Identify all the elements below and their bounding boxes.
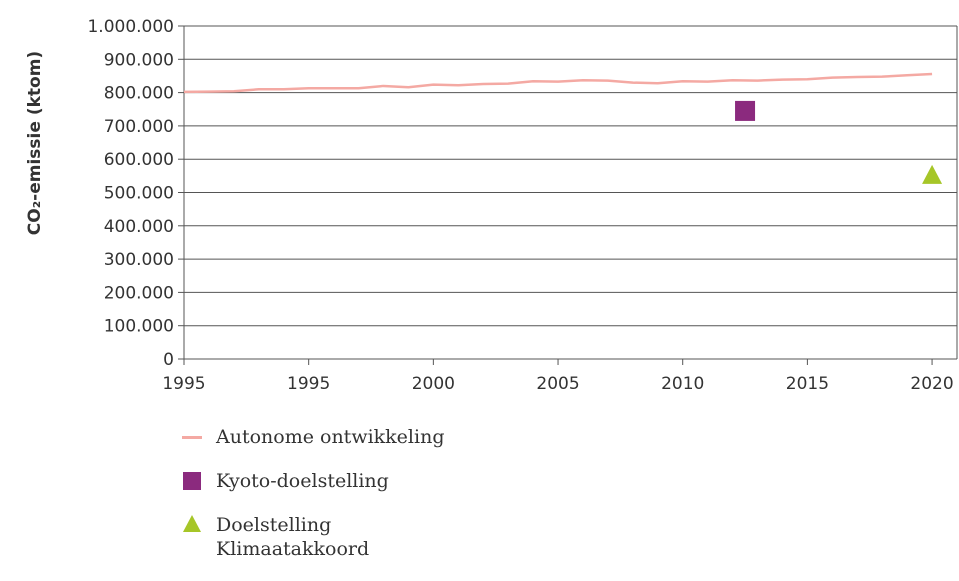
y-tick-label: 200.000 bbox=[104, 283, 174, 303]
kyoto-square-marker bbox=[735, 100, 756, 121]
x-tick-label: 2000 bbox=[412, 374, 455, 394]
x-tick-label: 2020 bbox=[910, 374, 953, 394]
y-tick-label: 0 bbox=[163, 350, 174, 370]
y-tick-label: 900.000 bbox=[104, 50, 174, 70]
legend-label-kyoto: Kyoto-doelstelling bbox=[216, 470, 389, 492]
gridlines bbox=[178, 25, 958, 365]
legend-item-klimaatakkoord: Doelstelling Klimaatakkoord bbox=[180, 513, 444, 561]
x-tick-labels: 1995 1995 2000 2005 2010 2015 2020 bbox=[162, 374, 953, 394]
legend-triangle-icon bbox=[183, 515, 201, 532]
klimaatakkoord-triangle-marker bbox=[922, 164, 943, 184]
legend-item-kyoto: Kyoto-doelstelling bbox=[180, 469, 444, 493]
legend-label-autonome: Autonome ontwikkeling bbox=[216, 426, 445, 448]
x-tick-label: 2015 bbox=[786, 374, 829, 394]
x-tick-label: 2010 bbox=[661, 374, 704, 394]
x-tick-label: 2005 bbox=[536, 374, 579, 394]
y-tick-label: 700.000 bbox=[104, 117, 174, 137]
legend-square-icon bbox=[183, 472, 201, 490]
y-tick-label: 800.000 bbox=[104, 84, 174, 104]
y-tick-label: 500.000 bbox=[104, 184, 174, 204]
y-tick-labels: 0 100.000 200.000 300.000 400.000 500.000 600.… bbox=[87, 17, 174, 370]
legend: Autonome ontwikkeling Kyoto-doelstelling… bbox=[180, 425, 444, 581]
legend-line-icon bbox=[182, 436, 202, 439]
y-tick-label: 100.000 bbox=[104, 317, 174, 337]
legend-label-klimaatakkoord: Doelstelling Klimaatakkoord bbox=[216, 514, 370, 560]
y-tick-label: 300.000 bbox=[104, 250, 174, 270]
series-layer bbox=[183, 72, 943, 184]
legend-item-autonome: Autonome ontwikkeling bbox=[180, 425, 444, 449]
series-line-autonome bbox=[183, 72, 933, 94]
chart-svg: 0 100.000 200.000 300.000 400.000 500.000 600.… bbox=[25, 17, 958, 394]
y-tick-label: 400.000 bbox=[104, 217, 174, 237]
y-tick-label: 600.000 bbox=[104, 150, 174, 170]
y-tick-label: 1.000.000 bbox=[87, 17, 174, 37]
y-axis-title: CO₂-emissie (ktom) bbox=[25, 51, 45, 235]
x-tick-label: 1995 bbox=[162, 374, 205, 394]
x-tick-label: 1995 bbox=[287, 374, 330, 394]
